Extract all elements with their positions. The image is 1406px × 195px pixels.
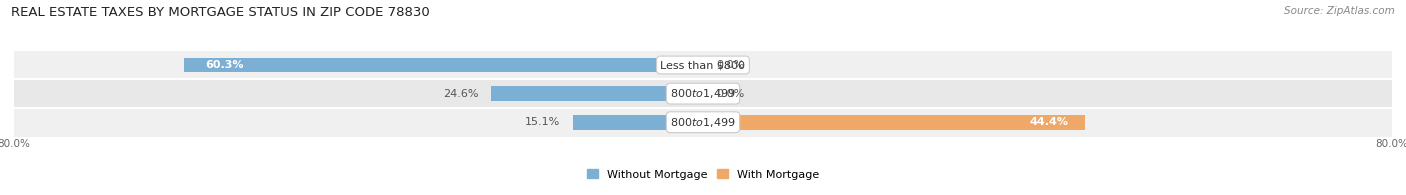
Text: 0.0%: 0.0%: [716, 89, 744, 99]
Text: 15.1%: 15.1%: [524, 117, 560, 127]
Text: Less than $800: Less than $800: [661, 60, 745, 70]
Bar: [14, 79, 1392, 108]
Text: 44.4%: 44.4%: [1029, 117, 1069, 127]
Text: 60.3%: 60.3%: [205, 60, 243, 70]
Bar: [574, 115, 703, 130]
Bar: [14, 108, 1392, 136]
Text: REAL ESTATE TAXES BY MORTGAGE STATUS IN ZIP CODE 78830: REAL ESTATE TAXES BY MORTGAGE STATUS IN …: [11, 6, 430, 19]
Text: 0.0%: 0.0%: [716, 60, 744, 70]
Bar: [703, 115, 1085, 130]
Text: 24.6%: 24.6%: [443, 89, 478, 99]
Bar: [184, 58, 703, 72]
Text: $800 to $1,499: $800 to $1,499: [671, 87, 735, 100]
Bar: [491, 86, 703, 101]
Legend: Without Mortgage, With Mortgage: Without Mortgage, With Mortgage: [582, 165, 824, 184]
Text: $800 to $1,499: $800 to $1,499: [671, 116, 735, 129]
Text: Source: ZipAtlas.com: Source: ZipAtlas.com: [1284, 6, 1395, 16]
Bar: [14, 51, 1392, 79]
